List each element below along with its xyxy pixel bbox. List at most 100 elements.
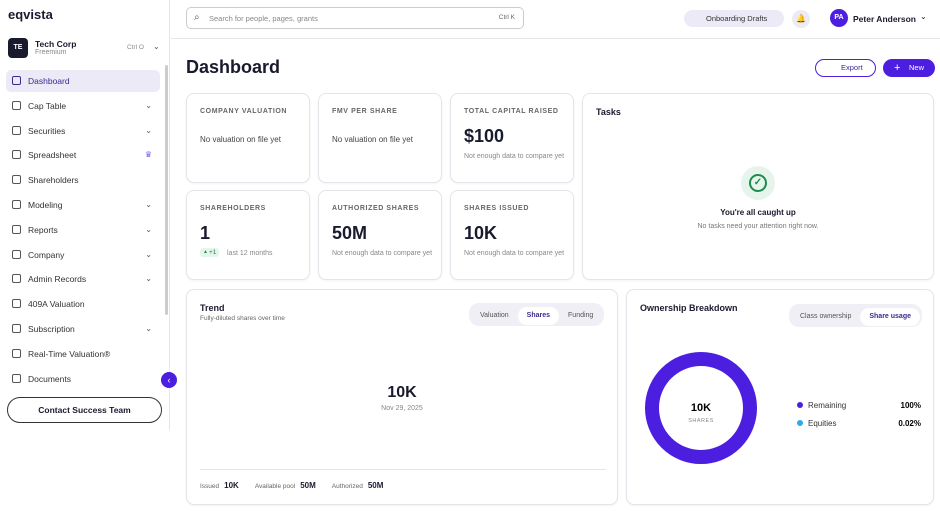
stat-label: COMPANY VALUATION (200, 108, 288, 115)
nav-icon (12, 249, 21, 259)
donut-chart: 10K SHARES Remaining 100% Equities 0.02% (645, 352, 921, 464)
ownership-tabs: Class ownership Share usage (789, 304, 922, 327)
nav-item[interactable]: Cap Table ⌄ (6, 95, 160, 117)
nav-label: Cap Table (28, 100, 67, 111)
nav-icon (12, 224, 21, 234)
nav-item[interactable]: Spreadsheet ♛ (6, 144, 160, 166)
org-avatar: TE (8, 38, 28, 58)
nav-item[interactable]: Shareholders (6, 169, 160, 191)
stat-card: AUTHORIZED SHARES 50M Not enough data to c… (318, 190, 442, 280)
footer-label: Authorized (331, 483, 363, 490)
nav-icon (12, 76, 21, 85)
brand[interactable]: eqvista (8, 7, 53, 22)
footer-value: 10K (224, 481, 239, 490)
nav-item[interactable]: Admin Records ⌄ (6, 268, 160, 290)
tab[interactable]: Class ownership (800, 313, 852, 320)
nav-item[interactable]: Company ⌄ (6, 244, 160, 266)
stat-note: last 12 months (227, 250, 273, 257)
tab[interactable]: Share usage (860, 308, 920, 326)
trend-footer: Issued 10K Available pool 50M Authorized 50M (200, 481, 399, 490)
scrollbar[interactable] (165, 65, 168, 315)
nav-icon (12, 274, 21, 284)
stat-note: Not enough data to compare yet (464, 153, 565, 160)
chevron: ⌄ (145, 249, 152, 259)
new-button[interactable]: New (883, 59, 935, 77)
stat-note: No valuation on file yet (332, 135, 413, 144)
search-icon: ⌕ (194, 12, 200, 23)
nav-label: Modeling (28, 200, 63, 210)
contact-button[interactable]: Contact Success Team (7, 397, 162, 423)
stat-card: SHARES ISSUED 10K Not enough data to compa… (450, 190, 574, 280)
legend-value: 100% (901, 401, 921, 410)
tab[interactable]: Funding (568, 312, 594, 319)
stat-card: TOTAL CAPITAL RAISED $100 Not enough data … (450, 93, 574, 183)
stat-note: No valuation on file yet (200, 135, 281, 144)
nav-item[interactable]: Subscription ⌄ (6, 318, 160, 340)
nav-icon (12, 175, 21, 185)
page-title: Dashboard (186, 57, 281, 77)
tab[interactable]: Shares (517, 307, 560, 325)
footer-label: Available pool (254, 483, 296, 490)
nav-icon (12, 150, 21, 160)
tasks-heading: You're all caught up (720, 208, 796, 217)
chevron[interactable]: ⌄ (153, 42, 160, 51)
nav-icon (12, 299, 21, 309)
nav-label: Shareholders (28, 175, 79, 186)
collapse-button[interactable]: ‹ (161, 372, 177, 388)
trend-title: Trend (200, 303, 225, 313)
user-avatar[interactable]: PA (830, 9, 848, 27)
nav-label: Spreadsheet (28, 150, 77, 161)
footer-value: 50M (300, 481, 316, 490)
search-box[interactable]: ⌕ Search for people, pages, grants Ctrl … (186, 7, 524, 29)
search-shortcut: Ctrl K (498, 14, 515, 21)
chevron: ⌄ (145, 274, 152, 284)
stat-label: FMV PER SHARE (332, 108, 398, 115)
check-icon: ✓ (741, 166, 775, 200)
nav-item[interactable]: Securities ⌄ (6, 120, 160, 142)
stat-label: SHARES ISSUED (464, 205, 529, 212)
nav-item[interactable]: 409A Valuation (6, 293, 160, 315)
chevron[interactable]: ⌄ (920, 12, 927, 21)
chevron: ⌄ (145, 224, 152, 234)
user-name[interactable]: Peter Anderson (853, 14, 916, 24)
stat-label: SHAREHOLDERS (200, 205, 266, 212)
stat-card: FMV PER SHARE No valuation on file yet (318, 93, 442, 183)
nav-icon (12, 324, 21, 333)
nav-item[interactable]: Documents (6, 368, 160, 390)
export-button[interactable]: Export (815, 59, 876, 77)
nav-label: Company (28, 249, 65, 260)
nav-item[interactable]: Modeling ⌄ (6, 194, 160, 216)
chevron: ⌄ (145, 125, 152, 135)
header-divider (171, 38, 940, 39)
stat-value: 50M (332, 223, 368, 243)
nav-item[interactable]: Reports ⌄ (6, 219, 160, 241)
nav-label: Subscription (28, 324, 75, 334)
nav-label: Admin Records (28, 274, 87, 285)
sidebar (0, 0, 170, 430)
nav-item[interactable]: Real-Time Valuation® (6, 343, 160, 365)
divider (200, 469, 606, 470)
notifications[interactable]: 🔔 (792, 10, 810, 28)
nav-label: Securities (28, 125, 66, 136)
stat-note: Not enough data to compare yet (332, 250, 433, 257)
nav-icon (12, 100, 21, 110)
chevron: ⌄ (145, 200, 152, 209)
nav-label: Reports (28, 224, 58, 235)
stat-value: 1 (200, 223, 211, 243)
trend-date: Nov 29, 2025 (381, 405, 423, 412)
drafts-button[interactable]: Onboarding Drafts (684, 10, 784, 27)
stat-value: $100 (464, 126, 505, 146)
org-name[interactable]: Tech Corp (35, 39, 77, 49)
tab[interactable]: Valuation (480, 312, 509, 319)
donut-center-label: SHARES (688, 418, 714, 424)
nav-label: 409A Valuation (28, 299, 85, 310)
donut-segment (645, 352, 757, 464)
legend-label: Equities (808, 419, 836, 428)
stat-label: AUTHORIZED SHARES (332, 205, 420, 212)
ownership-title: Ownership Breakdown (640, 303, 738, 313)
legend-value: 0.02% (898, 419, 921, 428)
stat-change: +1 (200, 248, 220, 257)
nav-item[interactable]: Dashboard (6, 70, 160, 92)
donut-center-value: 10K (691, 402, 711, 414)
